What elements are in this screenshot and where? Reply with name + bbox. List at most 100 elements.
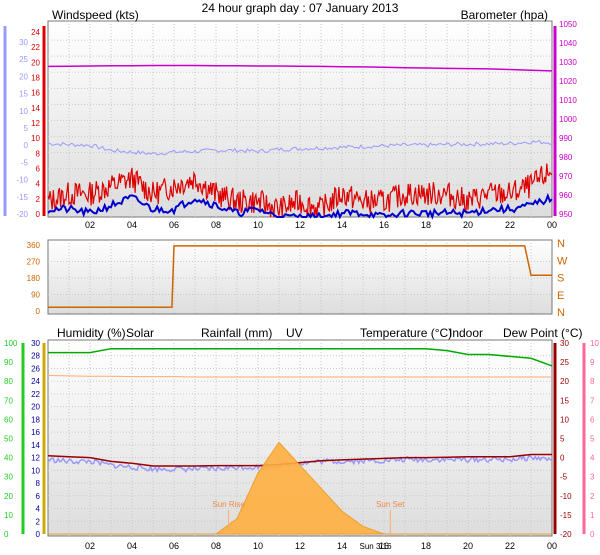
wind-tick-label: 14 — [31, 104, 40, 113]
legend-solar: Solar — [126, 326, 154, 340]
humidity-line — [48, 347, 553, 367]
direction-tick-label: 270 — [27, 258, 41, 267]
humidity-series: Sun Rise Sun Set Sun 3/16 — [47, 347, 553, 551]
rainfall-tick-label: 4 — [36, 505, 41, 514]
x-tick-label: 20 — [463, 541, 473, 551]
rainfall-tick-label: 18 — [31, 415, 40, 424]
indoor-temperature-line — [47, 375, 552, 378]
wind-tick-label: 18 — [31, 74, 40, 83]
dewpoint-tick-label: 3 — [590, 473, 595, 482]
barometer-tick-label: 1050 — [559, 20, 577, 29]
dewpoint-tick-label: 8 — [590, 377, 595, 386]
rainfall-tick-label: 14 — [31, 441, 40, 450]
legend-temperature: Temperature (°C) — [360, 326, 452, 340]
legend-uv: UV — [286, 326, 303, 340]
temperature-tick-label: -5 — [21, 158, 29, 167]
direction-series — [48, 245, 552, 309]
wind-average-line — [47, 192, 553, 220]
temperature-tick-label: 20 — [560, 377, 569, 386]
temperature-tick-label: -20 — [16, 210, 28, 219]
x-tick-label: 10 — [253, 541, 263, 551]
temperature-tick-label: 0 — [560, 454, 565, 463]
x-tick-label: 10 — [253, 220, 263, 230]
humidity-tick-label: 0 — [4, 530, 9, 539]
x-tick-label: 02 — [85, 541, 95, 551]
rainfall-tick-label: 28 — [31, 352, 40, 361]
dewpoint-tick-label: 10 — [590, 339, 599, 348]
temperature-tick-label: 20 — [19, 72, 28, 81]
rainfall-tick-label: 2 — [36, 517, 41, 526]
wind-direction-line — [48, 245, 552, 309]
wind-series — [47, 64, 553, 220]
wind-tick-labels: 302520151050-5-10-15-2024222018161412108… — [3, 20, 577, 230]
wind-tick-label: 20 — [31, 58, 40, 67]
direction-tick-label: 180 — [27, 274, 41, 283]
dew-point-line — [47, 453, 553, 474]
rainfall-tick-label: 10 — [31, 466, 40, 475]
compass-label: E — [557, 290, 564, 302]
rainfall-tick-label: 26 — [31, 364, 40, 373]
temperature-tick-label: -10 — [16, 176, 28, 185]
direction-tick-label: 90 — [31, 291, 40, 300]
panel-wind: 302520151050-5-10-15-2024222018161412108… — [3, 8, 577, 230]
compass-label: W — [557, 255, 568, 267]
x-tick-label: 04 — [127, 220, 137, 230]
humidity-tick-label: 90 — [4, 358, 13, 367]
rainfall-tick-label: 20 — [31, 403, 40, 412]
wind-tick-label: 8 — [36, 149, 41, 158]
compass-label: S — [557, 273, 564, 285]
dewpoint-tick-label: 9 — [590, 358, 595, 367]
barometer-tick-label: 1000 — [559, 115, 577, 124]
x-tick-label: 22 — [505, 220, 515, 230]
x-tick-label: 00 — [547, 220, 557, 230]
x-tick-label: 08 — [211, 541, 221, 551]
x-tick-label: 16 — [379, 541, 389, 551]
humidity-tick-label: 100 — [4, 339, 18, 348]
temperature-tick-label: -15 — [560, 511, 572, 520]
temperature-tick-label: 15 — [19, 90, 28, 99]
temperature-line — [47, 139, 553, 156]
wind-tick-label: 0 — [36, 210, 41, 219]
rainfall-tick-label: 30 — [31, 339, 40, 348]
solar-area — [48, 441, 552, 535]
temperature-tick-label: 25 — [560, 358, 569, 367]
humidity-tick-labels: 1009080706050403020100302826242220181614… — [4, 339, 599, 551]
rainfall-tick-label: 24 — [31, 377, 40, 386]
barometer-tick-label: 950 — [559, 210, 573, 219]
x-tick-label: 14 — [337, 541, 347, 551]
x-tick-label: 06 — [169, 220, 179, 230]
x-tick-label: 12 — [295, 220, 305, 230]
dewpoint-tick-label: 1 — [590, 511, 595, 520]
wind-tick-label: 4 — [36, 180, 41, 189]
sun-marker-label: Sun 3/16 — [359, 542, 392, 551]
temperature-tick-label: -5 — [560, 473, 568, 482]
sun-marker-label: Sun Rise — [212, 500, 245, 509]
humidity-tick-label: 30 — [4, 473, 13, 482]
humidity-legend: Humidity (%) Solar Rainfall (mm) UV Temp… — [57, 326, 582, 340]
temperature-tick-label: -15 — [16, 193, 28, 202]
x-tick-label: 06 — [169, 541, 179, 551]
temperature-line — [47, 453, 552, 467]
humidity-tick-label: 80 — [4, 377, 13, 386]
temperature-tick-label: 10 — [19, 107, 28, 116]
x-tick-label: 20 — [463, 220, 473, 230]
humidity-tick-label: 70 — [4, 396, 13, 405]
wind-legend-barometer: Barometer (hpa) — [461, 8, 548, 22]
rainfall-tick-label: 8 — [36, 479, 41, 488]
x-tick-label: 00 — [547, 541, 557, 551]
legend-indoor: Indoor — [449, 326, 483, 340]
wind-tick-label: 2 — [36, 195, 41, 204]
direction-tick-label: 0 — [36, 307, 41, 316]
temperature-tick-label: 5 — [560, 435, 565, 444]
barometer-tick-label: 1030 — [559, 58, 577, 67]
legend-dewpoint: Dew Point (°C) — [503, 326, 582, 340]
dewpoint-tick-label: 4 — [590, 454, 595, 463]
temperature-tick-label: -10 — [560, 492, 572, 501]
rainfall-tick-label: 16 — [31, 428, 40, 437]
wind-gridlines — [48, 21, 552, 217]
humidity-tick-label: 20 — [4, 492, 13, 501]
